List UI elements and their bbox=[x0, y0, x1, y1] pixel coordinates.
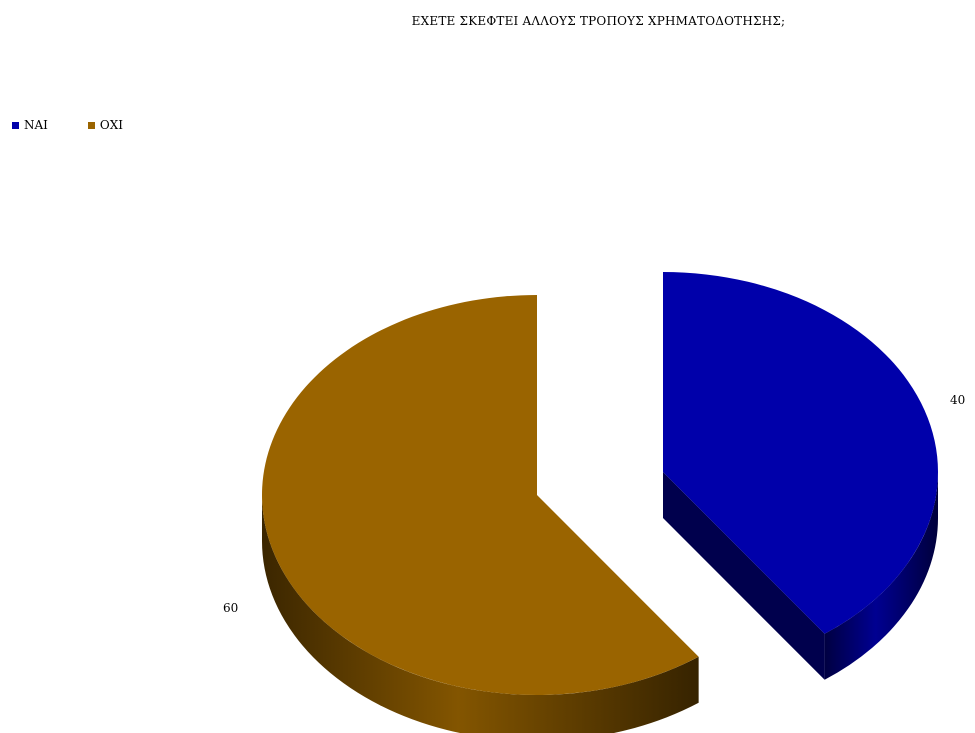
legend: ΝΑΙ ΟΧΙ bbox=[12, 118, 123, 132]
pie-slice-nai bbox=[663, 272, 938, 680]
pie-slice-side bbox=[262, 495, 699, 733]
pie-slice-oxi bbox=[261, 295, 699, 733]
legend-label-oxi: ΟΧΙ bbox=[99, 118, 124, 132]
chart-title: ΕΧΕΤΕ ΣΚΕΦΤΕΙ ΑΛΛΟΥΣ ΤΡΟΠΟΥΣ ΧΡΗΜΑΤΟΔΟΤΗ… bbox=[411, 14, 786, 28]
pie-slice-top bbox=[261, 295, 699, 695]
legend-item-oxi: ΟΧΙ bbox=[87, 118, 124, 132]
pie-slice-side bbox=[824, 472, 938, 680]
legend-label-nai: ΝΑΙ bbox=[24, 118, 48, 132]
pie-slice-wall bbox=[663, 472, 825, 680]
legend-item-nai: ΝΑΙ bbox=[12, 118, 48, 132]
pie-slice-top bbox=[663, 272, 938, 634]
data-label-oxi: 60 bbox=[223, 601, 238, 615]
legend-swatch-nai bbox=[12, 121, 19, 129]
legend-swatch-oxi bbox=[87, 121, 95, 129]
data-label-nai: 40 bbox=[950, 393, 965, 407]
